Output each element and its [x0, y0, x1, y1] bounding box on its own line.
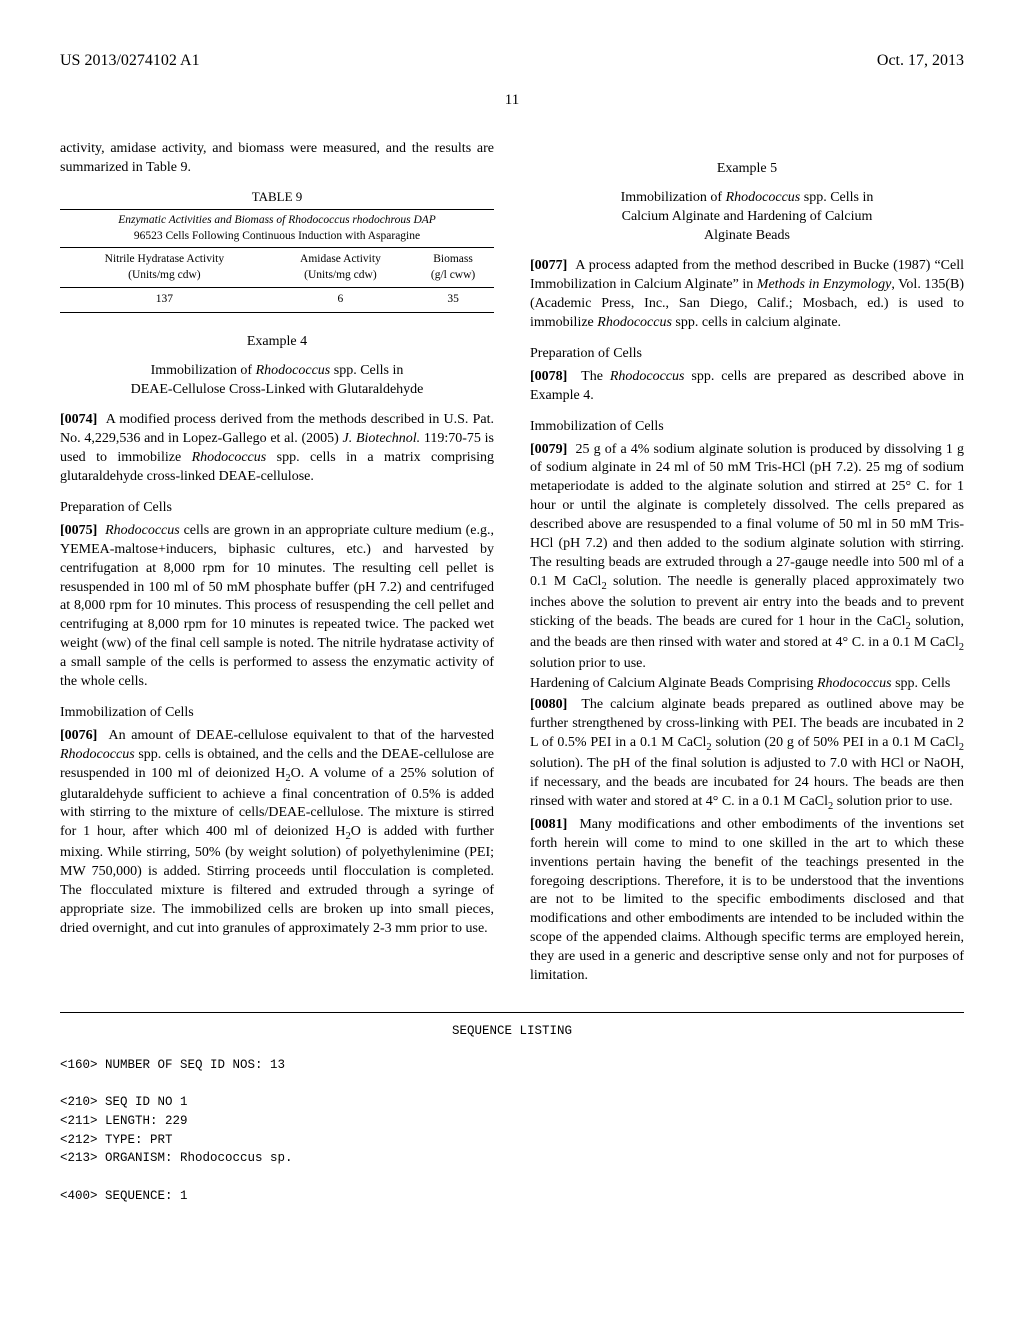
- left-column: activity, amidase activity, and biomass …: [60, 140, 494, 988]
- hardening-heading: Hardening of Calcium Alginate Beads Comp…: [530, 675, 964, 694]
- prep-cells-heading-2: Preparation of Cells: [530, 345, 964, 364]
- immob-cells-heading-2: Immobilization of Cells: [530, 418, 964, 437]
- paragraph-0076: [0076] An amount of DEAE-cellulose equiv…: [60, 727, 494, 939]
- immob-cells-heading: Immobilization of Cells: [60, 704, 494, 723]
- paragraph-0074: [0074] A modified process derived from t…: [60, 411, 494, 487]
- table9-h3: Biomass(g/l cww): [412, 248, 494, 288]
- example-4-title: Example 4: [60, 333, 494, 352]
- paragraph-0077: [0077] A process adapted from the method…: [530, 257, 964, 333]
- sequence-listing-title: SEQUENCE LISTING: [60, 1023, 964, 1040]
- paragraph-0079: [0079] 25 g of a 4% sodium alginate solu…: [530, 441, 964, 674]
- prep-cells-heading: Preparation of Cells: [60, 499, 494, 518]
- table9-caption: Enzymatic Activities and Biomass of Rhod…: [60, 210, 494, 248]
- intro-paragraph: activity, amidase activity, and biomass …: [60, 140, 494, 178]
- publication-number: US 2013/0274102 A1: [60, 50, 200, 72]
- table-row: 137 6 35: [60, 288, 494, 313]
- paragraph-0081: [0081] Many modifications and other embo…: [530, 816, 964, 986]
- page-header: US 2013/0274102 A1 Oct. 17, 2013: [60, 50, 964, 72]
- sequence-listing-body: <160> NUMBER OF SEQ ID NOS: 13 <210> SEQ…: [60, 1056, 964, 1206]
- publication-date: Oct. 17, 2013: [877, 50, 964, 72]
- table9-label: TABLE 9: [60, 188, 494, 206]
- table9-h2: Amidase Activity(Units/mg cdw): [269, 248, 412, 288]
- example-5-subtitle: Immobilization of Rhodococcus spp. Cells…: [530, 189, 964, 246]
- table-9: Enzymatic Activities and Biomass of Rhod…: [60, 209, 494, 313]
- right-column: Example 5 Immobilization of Rhodococcus …: [530, 140, 964, 988]
- sequence-listing-section: SEQUENCE LISTING <160> NUMBER OF SEQ ID …: [60, 1012, 964, 1206]
- table9-h1: Nitrile Hydratase Activity(Units/mg cdw): [60, 248, 269, 288]
- example-4-subtitle: Immobilization of Rhodococcus spp. Cells…: [60, 362, 494, 400]
- example-5-title: Example 5: [530, 160, 964, 179]
- paragraph-0075: [0075] Rhodococcus cells are grown in an…: [60, 522, 494, 692]
- page-number: 11: [60, 90, 964, 110]
- paragraph-0078: [0078] The Rhodococcus spp. cells are pr…: [530, 368, 964, 406]
- paragraph-0080: [0080] The calcium alginate beads prepar…: [530, 696, 964, 814]
- two-column-body: activity, amidase activity, and biomass …: [60, 140, 964, 988]
